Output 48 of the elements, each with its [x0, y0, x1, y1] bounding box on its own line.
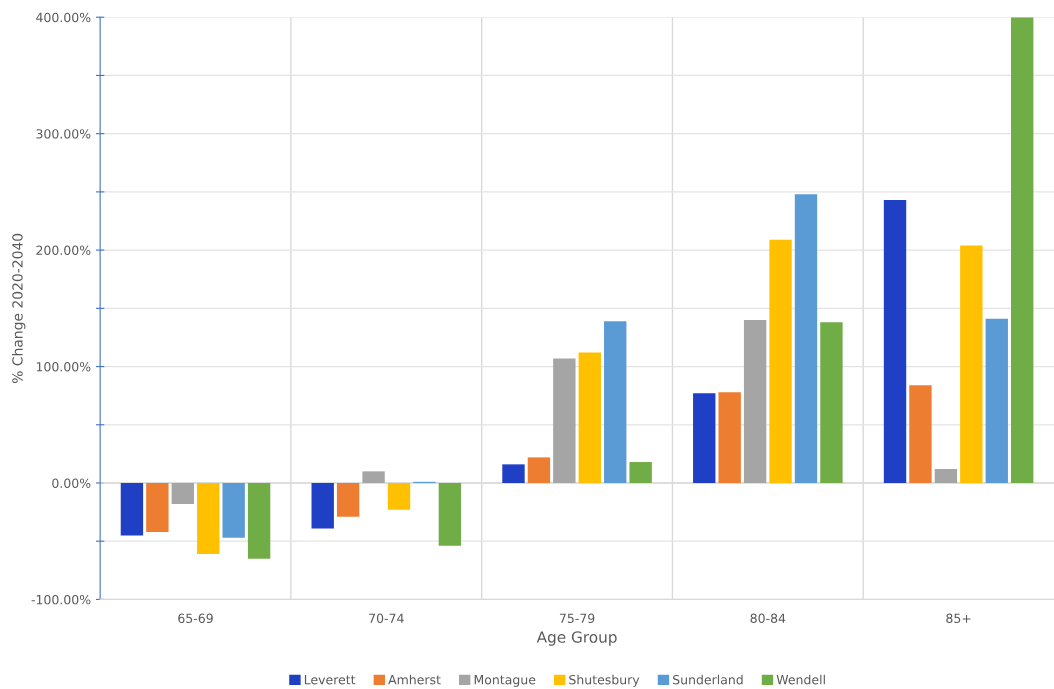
legend-label: Montague: [474, 675, 536, 687]
legend-label: Shutesbury: [569, 674, 640, 687]
bar: [909, 385, 932, 483]
legend-label: Leverett: [304, 675, 356, 685]
bar: [693, 393, 716, 483]
bar: [247, 482, 271, 559]
y-tick-label: 300.00%: [36, 129, 91, 139]
bar: [960, 245, 983, 483]
bar: [820, 322, 843, 483]
x-tick-label: 65-69: [178, 613, 213, 623]
bar: [362, 471, 385, 483]
x-axis-title: Age Group: [536, 631, 617, 646]
bar: [794, 194, 818, 483]
bar: [336, 482, 360, 517]
bar: [438, 482, 462, 546]
bar: [197, 482, 220, 555]
bar: [718, 392, 741, 483]
x-tick-label: 70-74: [369, 613, 404, 623]
legend-label: Wendell: [776, 674, 825, 685]
bar: [883, 200, 907, 483]
y-tick-label: 200.00%: [36, 245, 91, 256]
bar: [311, 482, 334, 529]
bar: [769, 239, 792, 483]
bar: [578, 352, 601, 483]
bar: [1011, 17, 1034, 483]
bar: [502, 464, 525, 483]
bar: [934, 469, 958, 483]
bar: [985, 318, 1008, 483]
y-tick-label: 400.00%: [36, 12, 91, 23]
x-tick-label: 75-79: [559, 613, 595, 623]
bar: [743, 319, 767, 483]
y-tick-label: 100.00%: [36, 362, 91, 372]
x-tick-label: 85+: [946, 613, 971, 623]
y-axis-title: % Change 2020-2040: [11, 233, 26, 384]
bar: [629, 462, 652, 483]
bar: [387, 482, 411, 510]
bar: [146, 482, 169, 532]
y-tick-label: 0.00%: [52, 478, 91, 488]
bar: [604, 321, 627, 483]
x-tick-label: 80-84: [750, 613, 786, 623]
bar: [527, 457, 551, 483]
bar: [222, 482, 245, 538]
bar: [120, 482, 144, 536]
y-tick-label: -100.00%: [31, 594, 91, 605]
legend-label: Amherst: [388, 674, 441, 685]
bar: [553, 358, 576, 483]
bar: [171, 482, 194, 504]
legend-label: Sunderland: [673, 674, 743, 685]
